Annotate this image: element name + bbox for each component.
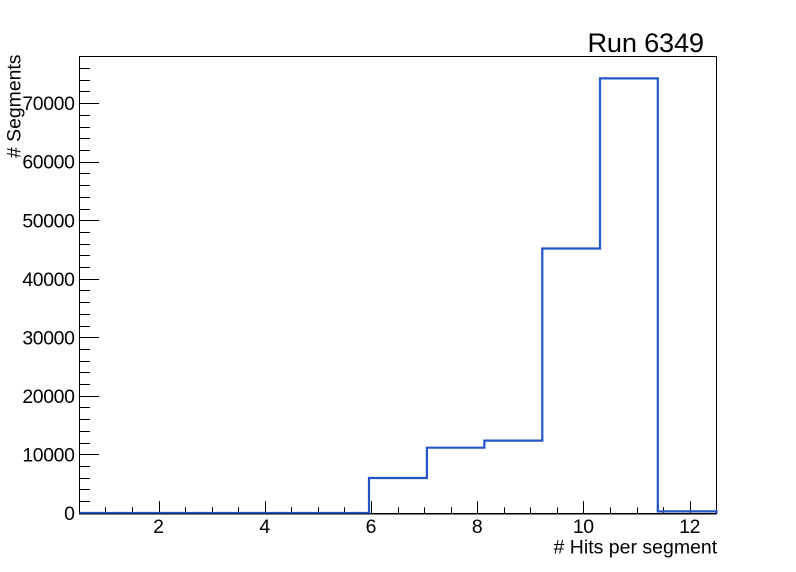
svg-text:8: 8 [472, 516, 482, 538]
svg-text:# Hits per segment: # Hits per segment [554, 536, 718, 558]
svg-text:# Segments: # Segments [3, 55, 25, 158]
svg-text:Run 6349: Run 6349 [587, 27, 703, 58]
svg-text:12: 12 [679, 516, 700, 538]
svg-text:10000: 10000 [22, 444, 75, 466]
svg-text:40000: 40000 [22, 269, 75, 291]
svg-text:2: 2 [153, 516, 163, 538]
svg-text:70000: 70000 [22, 93, 75, 115]
svg-text:6: 6 [366, 516, 376, 538]
svg-text:30000: 30000 [22, 327, 75, 349]
svg-text:50000: 50000 [22, 210, 75, 232]
svg-text:20000: 20000 [22, 386, 75, 408]
svg-text:4: 4 [259, 516, 270, 538]
svg-text:10: 10 [573, 516, 594, 538]
svg-text:60000: 60000 [22, 152, 75, 174]
svg-text:0: 0 [64, 503, 75, 525]
